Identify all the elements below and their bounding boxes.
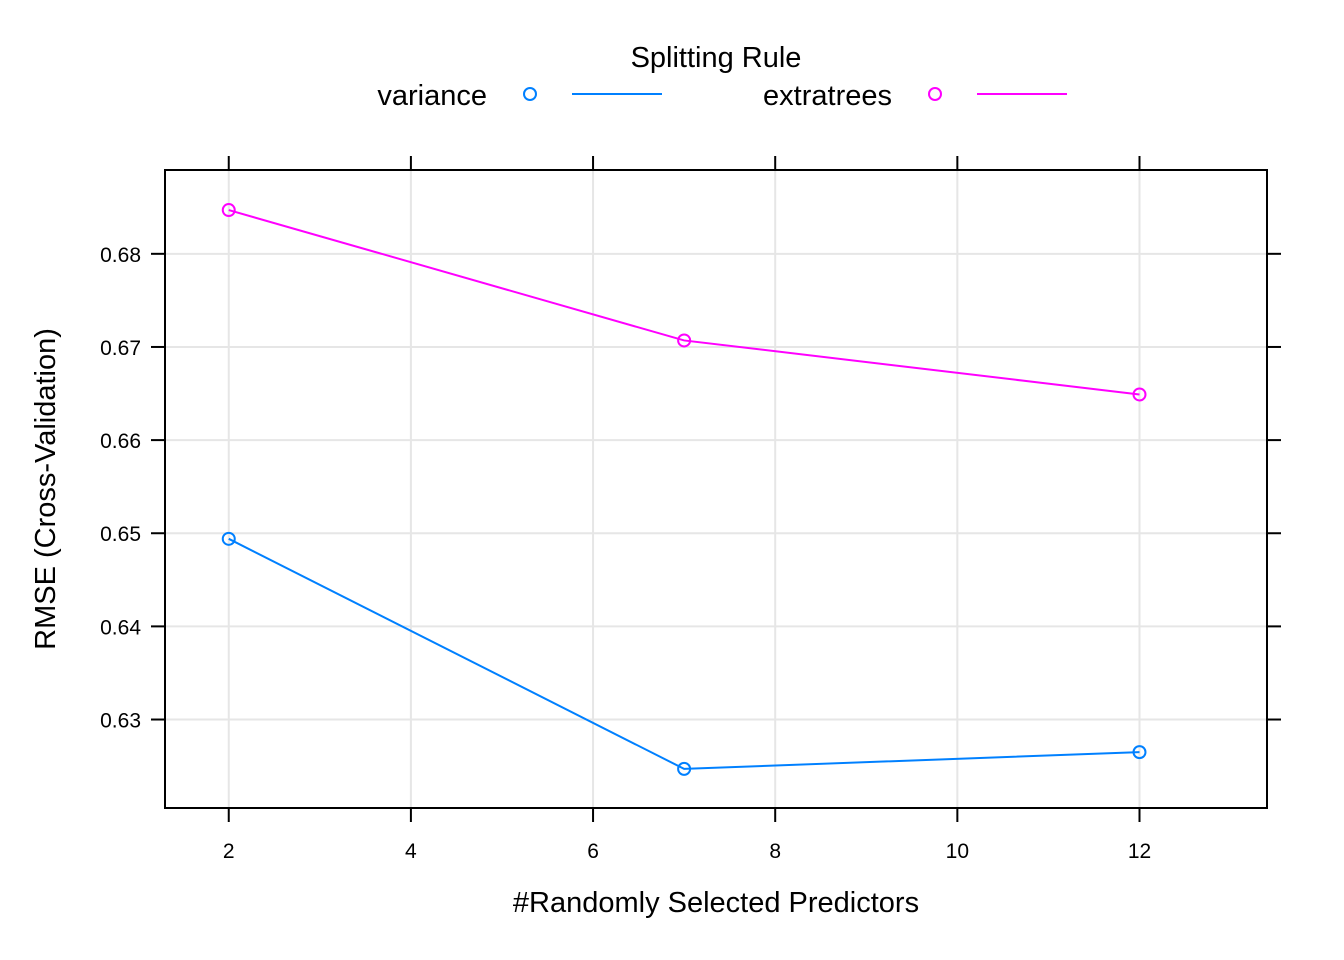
series-line-variance: [228, 537, 1140, 770]
series-line-extratrees: [228, 209, 1140, 396]
legend-marker-extratrees: [928, 87, 942, 101]
y-tick-label-0: 0.63: [100, 710, 141, 733]
legend-label-variance: variance: [377, 80, 487, 112]
x-tick-label-8: 8: [769, 840, 781, 863]
x-axis-title: #Randomly Selected Predictors: [513, 887, 919, 919]
y-axis-title: RMSE (Cross-Validation): [30, 328, 62, 650]
y-tick-label-3: 0.66: [100, 430, 141, 453]
x-tick-label-4: 4: [405, 840, 417, 863]
x-tick-label-2: 2: [223, 840, 235, 863]
legend-label-extratrees: extratrees: [763, 80, 892, 112]
y-tick-label-4: 0.67: [100, 337, 141, 360]
y-tick-label-1: 0.64: [100, 616, 141, 639]
data-point-variance-12: [1132, 745, 1147, 760]
axis-tick-labels: 2 4 6 8 10 12 0.63 0.64 0.65 0.66 0.67 0.68: [100, 244, 1151, 863]
plot-frame: [164, 169, 1268, 809]
grid: [165, 170, 1267, 808]
y-tick-label-5: 0.68: [100, 244, 141, 267]
x-tick-label-10: 10: [946, 840, 969, 863]
data-point-extratrees-12: [1132, 387, 1147, 402]
data-point-variance-7: [677, 761, 692, 776]
legend: Splitting Rule variance extratrees: [377, 42, 1067, 112]
series-layer: [221, 203, 1147, 776]
legend-title: Splitting Rule: [631, 42, 802, 74]
data-point-extratrees-7: [677, 333, 692, 348]
x-tick-label-12: 12: [1128, 840, 1151, 863]
data-point-variance-2: [221, 531, 236, 546]
x-tick-label-6: 6: [587, 840, 599, 863]
y-tick-label-2: 0.65: [100, 523, 141, 546]
axis-ticks: [151, 156, 1281, 822]
legend-marker-variance: [523, 87, 537, 101]
data-point-extratrees-2: [221, 203, 236, 218]
